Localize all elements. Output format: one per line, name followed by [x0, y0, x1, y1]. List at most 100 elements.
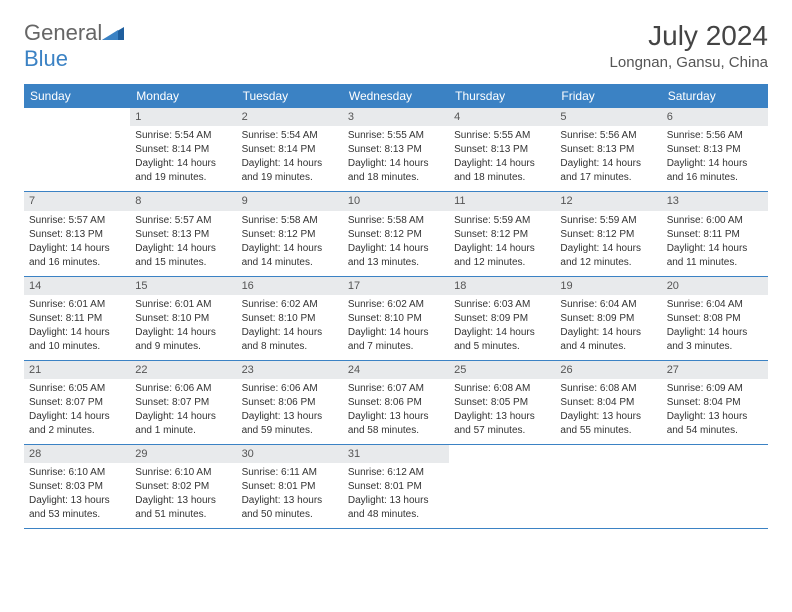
day-info-line: and 3 minutes.: [667, 340, 763, 353]
day-cell: 18Sunrise: 6:03 AMSunset: 8:09 PMDayligh…: [449, 277, 555, 360]
weekday-header: Thursday: [449, 84, 555, 108]
day-info-line: Sunset: 8:13 PM: [29, 228, 125, 241]
day-cell: 31 Sunrise: 6:12 AMSunset: 8:01 PMDayligh…: [343, 445, 449, 528]
weekday-header: Monday: [130, 84, 236, 108]
day-info-line: Sunrise: 6:07 AM: [348, 382, 444, 395]
day-number: 12: [555, 192, 661, 210]
day-cell: 7Sunrise: 5:57 AMSunset: 8:13 PMDaylight…: [24, 192, 130, 275]
day-info-line: Daylight: 14 hours: [348, 326, 444, 339]
day-number: 26: [555, 361, 661, 379]
day-number: 7: [24, 192, 130, 210]
day-info-line: and 16 minutes.: [667, 171, 763, 184]
day-info-line: and 18 minutes.: [348, 171, 444, 184]
day-cell: [24, 108, 130, 191]
day-info-line: Sunset: 8:10 PM: [135, 312, 231, 325]
day-info-line: Daylight: 13 hours: [29, 494, 125, 507]
day-cell: 17Sunrise: 6:02 AMSunset: 8:10 PMDayligh…: [343, 277, 449, 360]
logo-part1: General: [24, 20, 102, 45]
day-info-line: Sunset: 8:13 PM: [560, 143, 656, 156]
day-cell: 1Sunrise: 5:54 AMSunset: 8:14 PMDaylight…: [130, 108, 236, 191]
day-info-line: and 59 minutes.: [242, 424, 338, 437]
day-info-line: Daylight: 14 hours: [348, 242, 444, 255]
day-number: 20: [662, 277, 768, 295]
day-number: 16: [237, 277, 343, 295]
day-info-line: Sunrise: 5:55 AM: [454, 129, 550, 142]
day-info-line: Sunset: 8:13 PM: [135, 228, 231, 241]
day-info-line: Daylight: 14 hours: [29, 410, 125, 423]
day-number: 8: [130, 192, 236, 210]
day-cell: [662, 445, 768, 528]
day-info-line: Sunset: 8:13 PM: [348, 143, 444, 156]
day-info-line: Sunrise: 6:10 AM: [135, 466, 231, 479]
day-info-line: Sunset: 8:04 PM: [667, 396, 763, 409]
day-info-line: Daylight: 13 hours: [348, 494, 444, 507]
day-cell: [555, 445, 661, 528]
day-info-line: Sunrise: 5:55 AM: [348, 129, 444, 142]
day-info-line: Sunrise: 6:12 AM: [348, 466, 444, 479]
day-number: 6: [662, 108, 768, 126]
day-info-line: Sunrise: 6:02 AM: [242, 298, 338, 311]
day-number: 14: [24, 277, 130, 295]
day-number: 28: [24, 445, 130, 463]
day-number: 1: [130, 108, 236, 126]
day-info-line: Sunset: 8:01 PM: [348, 480, 444, 493]
day-info-line: Sunrise: 6:04 AM: [560, 298, 656, 311]
day-info-line: Sunrise: 6:11 AM: [242, 466, 338, 479]
day-number: [24, 108, 130, 112]
day-info-line: and 8 minutes.: [242, 340, 338, 353]
weekday-header: Friday: [555, 84, 661, 108]
day-info-line: Sunset: 8:07 PM: [135, 396, 231, 409]
day-cell: 15Sunrise: 6:01 AMSunset: 8:10 PMDayligh…: [130, 277, 236, 360]
day-info-line: and 16 minutes.: [29, 256, 125, 269]
day-info-line: Sunrise: 6:06 AM: [242, 382, 338, 395]
day-info-line: and 54 minutes.: [667, 424, 763, 437]
day-info-line: Daylight: 14 hours: [560, 157, 656, 170]
day-number: 30: [237, 445, 343, 463]
day-info-line: Sunset: 8:02 PM: [135, 480, 231, 493]
day-info-line: Sunset: 8:01 PM: [242, 480, 338, 493]
day-info-line: Daylight: 14 hours: [29, 326, 125, 339]
day-info-line: and 9 minutes.: [135, 340, 231, 353]
week-row: 14Sunrise: 6:01 AMSunset: 8:11 PMDayligh…: [24, 277, 768, 361]
day-info-line: Sunset: 8:12 PM: [348, 228, 444, 241]
day-info-line: Daylight: 14 hours: [348, 157, 444, 170]
day-number: 13: [662, 192, 768, 210]
day-info-line: Daylight: 13 hours: [242, 494, 338, 507]
location-label: Longnan, Gansu, China: [610, 54, 768, 71]
day-info-line: Sunset: 8:03 PM: [29, 480, 125, 493]
day-cell: [449, 445, 555, 528]
day-number: 24: [343, 361, 449, 379]
week-row: 1Sunrise: 5:54 AMSunset: 8:14 PMDaylight…: [24, 108, 768, 192]
day-info-line: Sunrise: 5:56 AM: [560, 129, 656, 142]
header: General Blue July 2024 Longnan, Gansu, C…: [24, 20, 768, 72]
day-cell: 24Sunrise: 6:07 AMSunset: 8:06 PMDayligh…: [343, 361, 449, 444]
day-cell: 2Sunrise: 5:54 AMSunset: 8:14 PMDaylight…: [237, 108, 343, 191]
day-number: 9: [237, 192, 343, 210]
logo-part2: Blue: [24, 46, 68, 71]
day-info-line: Sunrise: 5:56 AM: [667, 129, 763, 142]
day-number: [555, 445, 661, 449]
day-info-line: Sunset: 8:10 PM: [242, 312, 338, 325]
weekday-header: Saturday: [662, 84, 768, 108]
day-info-line: Sunrise: 5:58 AM: [348, 214, 444, 227]
day-info-line: and 15 minutes.: [135, 256, 231, 269]
day-info-line: Sunrise: 6:10 AM: [29, 466, 125, 479]
day-number: 31: [343, 445, 449, 463]
day-info-line: Sunset: 8:14 PM: [242, 143, 338, 156]
day-info-line: Daylight: 14 hours: [454, 242, 550, 255]
day-cell: 23Sunrise: 6:06 AMSunset: 8:06 PMDayligh…: [237, 361, 343, 444]
day-info-line: Sunset: 8:13 PM: [667, 143, 763, 156]
day-number: 3: [343, 108, 449, 126]
day-info-line: Sunrise: 5:57 AM: [135, 214, 231, 227]
day-number: [449, 445, 555, 449]
day-info-line: and 50 minutes.: [242, 508, 338, 521]
day-cell: 13Sunrise: 6:00 AMSunset: 8:11 PMDayligh…: [662, 192, 768, 275]
day-info-line: and 18 minutes.: [454, 171, 550, 184]
logo-triangle-icon: [102, 20, 124, 46]
day-number: 17: [343, 277, 449, 295]
day-cell: 29Sunrise: 6:10 AMSunset: 8:02 PMDayligh…: [130, 445, 236, 528]
day-cell: 10Sunrise: 5:58 AMSunset: 8:12 PMDayligh…: [343, 192, 449, 275]
week-row: 7Sunrise: 5:57 AMSunset: 8:13 PMDaylight…: [24, 192, 768, 276]
day-info-line: and 4 minutes.: [560, 340, 656, 353]
day-info-line: Sunrise: 6:02 AM: [348, 298, 444, 311]
